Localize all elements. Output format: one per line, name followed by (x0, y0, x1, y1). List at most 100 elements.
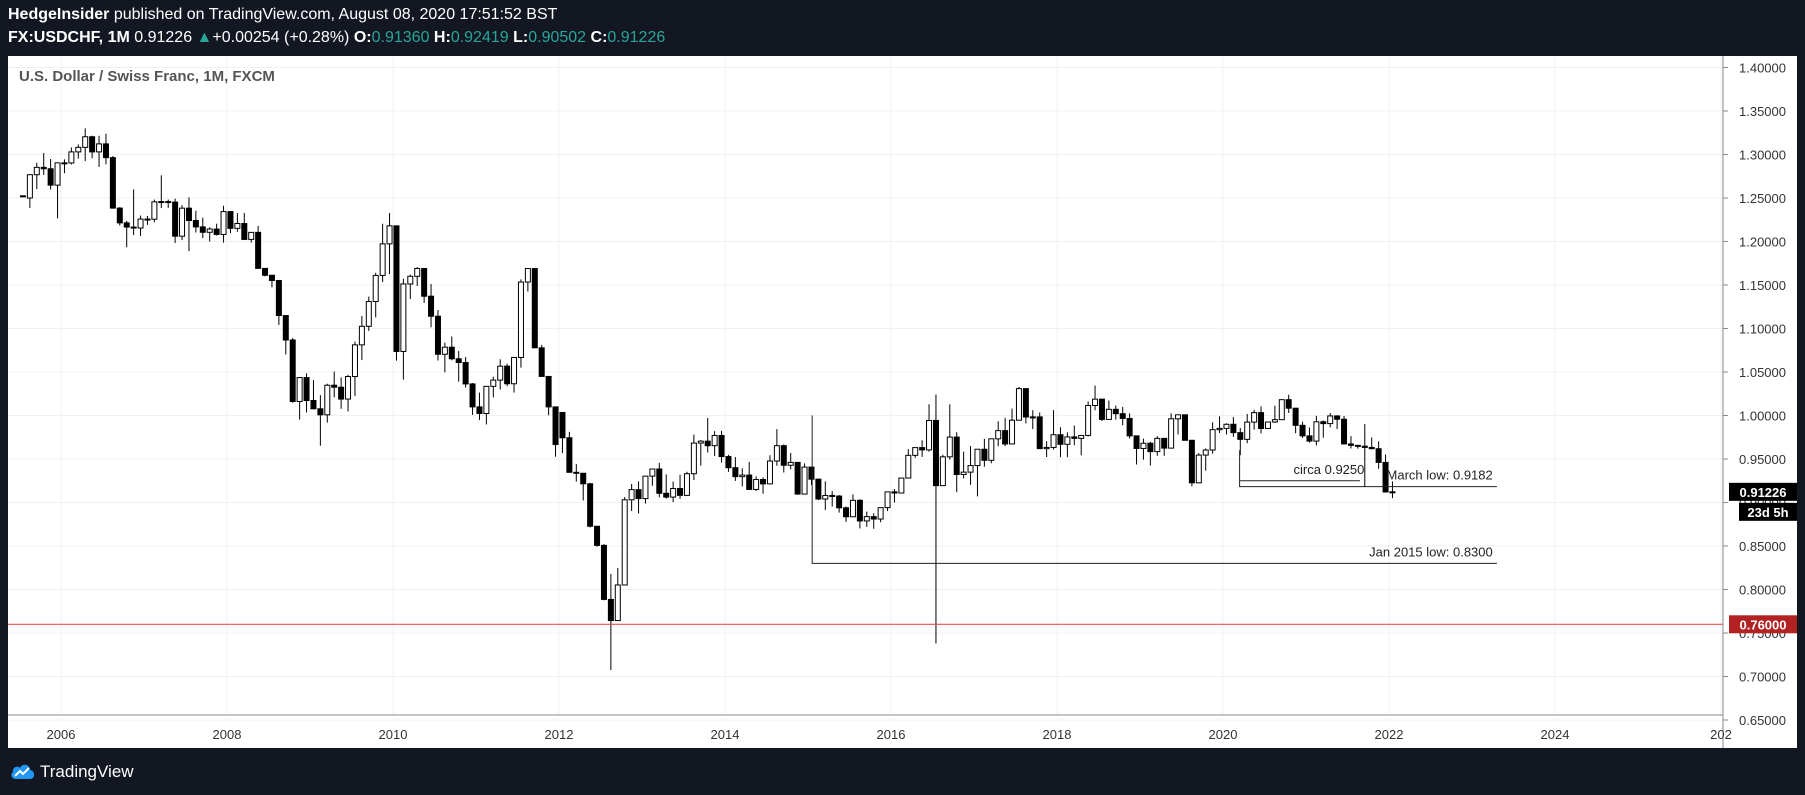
candle (137, 215, 144, 236)
candle-body (511, 356, 518, 385)
candle-body (690, 442, 697, 475)
candle (1271, 405, 1278, 423)
y-tick-label: 1.40000 (1739, 61, 1786, 76)
candle (607, 573, 614, 671)
interval: 1M (107, 29, 130, 46)
candle-body (61, 162, 68, 165)
x-tick-label: 2008 (213, 727, 242, 742)
candle-body (33, 166, 40, 176)
y-tick-label: 0.65000 (1739, 713, 1786, 728)
candle-body (1306, 435, 1313, 442)
candle-body (338, 386, 345, 400)
candle-body (317, 408, 324, 416)
candle (1119, 406, 1126, 426)
candle-body (1181, 414, 1188, 441)
candle-body (497, 365, 504, 381)
candle-body (635, 489, 642, 500)
candle-body (1292, 407, 1299, 426)
candle (317, 395, 324, 446)
time-axis[interactable]: 2006 2008 2010 2012 2014 2016 2018 2020 2022 2024… (47, 727, 1732, 742)
candle-body (407, 275, 414, 285)
candle-body (988, 438, 995, 461)
candle-body (697, 440, 704, 444)
jan-2015-low-line[interactable] (811, 415, 1497, 564)
candle-body (753, 479, 760, 490)
candle-body (96, 143, 103, 153)
candle (849, 494, 856, 518)
candle-body (1161, 437, 1168, 449)
candle-body (912, 447, 919, 456)
chart-background (8, 56, 1797, 748)
candle-body (365, 301, 372, 327)
candle (1078, 434, 1085, 456)
candle (697, 440, 704, 466)
candle (773, 429, 780, 466)
candle (407, 274, 414, 300)
candle (1285, 394, 1292, 413)
march-low-line[interactable] (1239, 450, 1497, 488)
y-tick-label: 1.25000 (1739, 191, 1786, 206)
tradingview-logo-text[interactable]: TradingView (40, 762, 134, 781)
candle (400, 278, 407, 380)
candle (656, 462, 663, 498)
candle (109, 156, 116, 209)
candle (531, 268, 538, 349)
candle-body (483, 385, 490, 414)
candle (19, 195, 26, 198)
candle-body (919, 447, 926, 451)
candle-body (538, 347, 545, 377)
candle-body (732, 467, 739, 478)
candle (151, 199, 158, 223)
candle (331, 371, 338, 398)
candle (780, 444, 787, 473)
candle (476, 392, 483, 421)
candle-body (670, 487, 677, 498)
candle (1092, 385, 1099, 411)
tradingview-cloud-icon[interactable] (10, 762, 36, 780)
candle (974, 448, 981, 497)
candle (434, 310, 441, 361)
candle-body (614, 584, 621, 622)
candle (946, 404, 953, 460)
candle (1327, 413, 1334, 428)
candle (123, 220, 130, 248)
y-tick-label: 1.05000 (1739, 365, 1786, 380)
candle (1043, 441, 1050, 457)
candle (165, 199, 172, 208)
candle (663, 474, 670, 499)
x-tick-label: 2012 (545, 727, 574, 742)
candle-body (531, 268, 538, 349)
candle (1299, 421, 1306, 438)
candle-body (1382, 461, 1389, 493)
candle-body (1368, 446, 1375, 450)
candle-body (587, 483, 594, 527)
candle (628, 483, 635, 512)
candle (1015, 386, 1022, 421)
candle-body (718, 435, 725, 458)
candle-body (1278, 399, 1285, 421)
candle-body (1002, 430, 1009, 445)
candle-body (545, 375, 552, 408)
candle-body (1140, 442, 1147, 449)
candle (220, 205, 227, 243)
candle (1133, 435, 1140, 465)
candle-body (863, 516, 870, 522)
y-tick-label: 1.20000 (1739, 235, 1786, 250)
candle (836, 495, 843, 513)
candle-body (234, 222, 241, 229)
candle (268, 274, 275, 288)
candle (870, 513, 877, 529)
close-label: C: (590, 29, 608, 46)
candle (351, 341, 358, 397)
price-chart[interactable]: 2006 2008 2010 2012 2014 2016 2018 2020 2022 2024… (0, 56, 1805, 748)
candle (372, 272, 379, 318)
candle-body (414, 267, 421, 277)
candle (26, 174, 33, 208)
candle-body (573, 471, 580, 474)
author-name[interactable]: HedgeInsider (8, 6, 110, 23)
candle-body (1341, 418, 1348, 445)
candle (89, 135, 96, 159)
candle (68, 147, 75, 165)
candle-body (849, 499, 856, 518)
drawing-layer: circa 0.9250 March low: 0.9182 Jan 2015 lo… (8, 415, 1723, 625)
